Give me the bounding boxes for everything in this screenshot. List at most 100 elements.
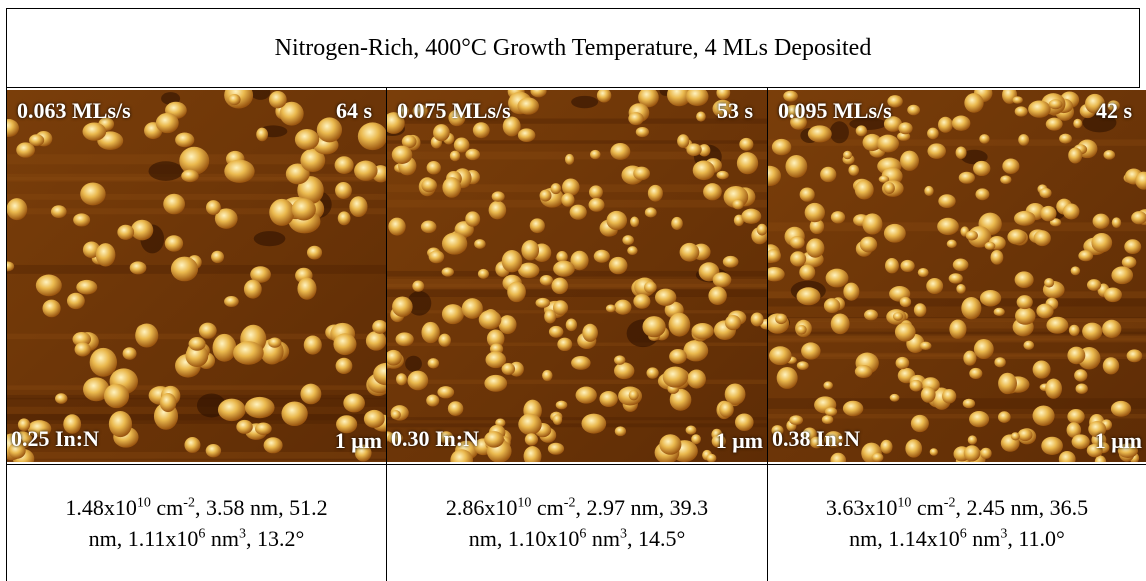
island [395, 332, 414, 347]
scan-line [387, 151, 767, 160]
island [789, 415, 803, 426]
rate-label: 0.063 MLs/s [17, 98, 131, 123]
island [973, 339, 994, 359]
scan-line [7, 333, 386, 340]
island [228, 94, 241, 106]
island [1068, 147, 1083, 164]
island [796, 361, 809, 371]
island [211, 250, 225, 264]
island [224, 295, 239, 307]
pit [405, 355, 422, 372]
island [530, 90, 547, 98]
island [809, 436, 824, 449]
island [448, 109, 466, 127]
island [771, 425, 784, 436]
island [354, 160, 378, 181]
island [635, 126, 649, 138]
island [398, 105, 410, 118]
island [606, 210, 628, 231]
island [349, 196, 368, 218]
island [685, 90, 709, 107]
island [181, 169, 199, 183]
scan-line [387, 310, 767, 314]
figure-title: Nitrogen-Rich, 400°C Growth Temperature,… [6, 8, 1140, 88]
scan-line [387, 423, 767, 428]
island [775, 313, 788, 325]
scan-line [7, 460, 386, 462]
island [967, 435, 978, 445]
island [553, 260, 575, 277]
scan-line [387, 283, 767, 288]
island [984, 241, 996, 250]
island [63, 414, 82, 434]
island [698, 144, 711, 157]
island [884, 182, 895, 195]
scan-line [387, 379, 767, 384]
island [599, 390, 618, 407]
island [565, 318, 578, 332]
island [734, 413, 754, 431]
island [256, 127, 269, 142]
pit [407, 290, 432, 316]
island [796, 287, 821, 306]
scan-line [7, 414, 386, 424]
island [962, 398, 976, 409]
island [392, 296, 413, 317]
island [913, 303, 927, 317]
island [390, 410, 401, 420]
island [27, 420, 52, 438]
island [426, 394, 440, 407]
island [823, 381, 833, 390]
island [517, 97, 539, 115]
island [391, 145, 413, 164]
island [1046, 316, 1069, 334]
caption-segment: 3.63x10 [825, 495, 898, 520]
island [614, 426, 627, 437]
island [801, 342, 821, 360]
island [7, 261, 15, 272]
island [16, 142, 35, 158]
scan-line [387, 278, 767, 289]
island [130, 219, 154, 241]
island [946, 239, 957, 249]
island [529, 218, 545, 234]
island [900, 150, 919, 171]
island [667, 90, 692, 107]
island [1010, 432, 1020, 441]
island [1068, 324, 1080, 336]
island [843, 282, 860, 301]
island [438, 333, 451, 347]
island [76, 279, 98, 295]
island [610, 142, 631, 160]
island [1131, 211, 1146, 225]
island [561, 193, 575, 207]
island [692, 160, 715, 181]
panel: 0.095 MLs/s 42 s 0.38 In:N 1 μm 3.63x1010 cm… [767, 88, 1146, 581]
island [547, 442, 565, 455]
island [979, 289, 1002, 307]
island [958, 171, 975, 184]
island [965, 230, 978, 241]
island [1078, 250, 1094, 262]
island [300, 383, 322, 405]
rate-label: 0.095 MLs/s [778, 98, 892, 123]
island [830, 211, 846, 224]
ratio-label: 0.30 In:N [391, 426, 480, 451]
island [1014, 106, 1028, 117]
superscript: 10 [517, 495, 532, 511]
island [518, 262, 540, 279]
island [316, 117, 343, 143]
island [830, 313, 850, 335]
island [659, 434, 682, 455]
island [337, 211, 351, 226]
island [894, 322, 916, 342]
island [824, 431, 844, 448]
island [963, 445, 981, 462]
island [552, 300, 569, 316]
island [1071, 434, 1090, 450]
island [582, 323, 598, 342]
island [969, 367, 983, 380]
superscript: 3 [239, 526, 247, 542]
island [236, 419, 253, 434]
superscript: 3 [619, 526, 627, 542]
